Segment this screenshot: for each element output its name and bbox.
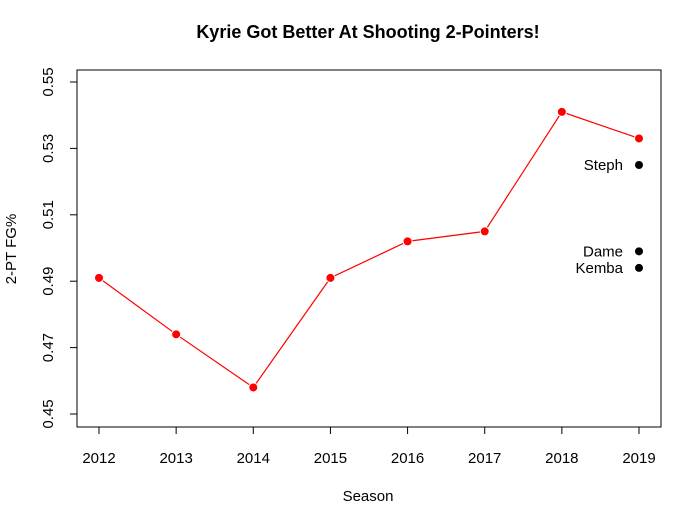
x-tick-label: 2012	[82, 450, 115, 467]
x-axis: 2012 2013 2014 2015 2016 2017 2018 2019	[82, 426, 656, 467]
series-line	[98, 111, 640, 389]
y-tick-label: 0.53	[40, 134, 57, 163]
data-point	[171, 329, 182, 340]
y-axis: 0.45 0.47 0.49 0.51 0.53 0.55	[40, 67, 78, 429]
x-axis-label: Season	[343, 488, 394, 505]
x-tick-label: 2018	[545, 450, 578, 467]
y-axis-label: 2-PT FG%	[3, 214, 20, 285]
y-tick-label: 0.55	[40, 67, 57, 96]
data-point	[248, 382, 259, 393]
data-point	[94, 272, 104, 283]
plot-frame	[76, 69, 662, 428]
data-point	[634, 133, 644, 144]
y-tick-label: 0.51	[40, 200, 57, 229]
data-point	[325, 272, 336, 283]
chart-title: Kyrie Got Better At Shooting 2-Pointers!	[196, 22, 539, 42]
x-tick-label: 2016	[391, 450, 424, 467]
annotation-point	[635, 161, 643, 169]
x-tick-label: 2013	[159, 450, 192, 467]
annotation-point	[635, 247, 643, 256]
x-tick-label: 2015	[314, 450, 347, 467]
x-tick-label: 2014	[237, 450, 270, 467]
annotation-label: Kemba	[575, 260, 623, 277]
annotation-label: Dame	[583, 243, 623, 260]
annotation-point	[635, 263, 643, 272]
series-layer	[94, 106, 644, 393]
data-point	[479, 226, 490, 237]
x-tick-label: 2019	[622, 450, 655, 467]
annotation-label: Steph	[584, 157, 623, 174]
y-tick-label: 0.45	[40, 399, 57, 428]
x-tick-label: 2017	[468, 450, 501, 467]
y-tick-label: 0.47	[40, 333, 57, 362]
data-point	[556, 106, 567, 117]
y-tick-label: 0.49	[40, 267, 57, 296]
data-point	[402, 236, 413, 247]
